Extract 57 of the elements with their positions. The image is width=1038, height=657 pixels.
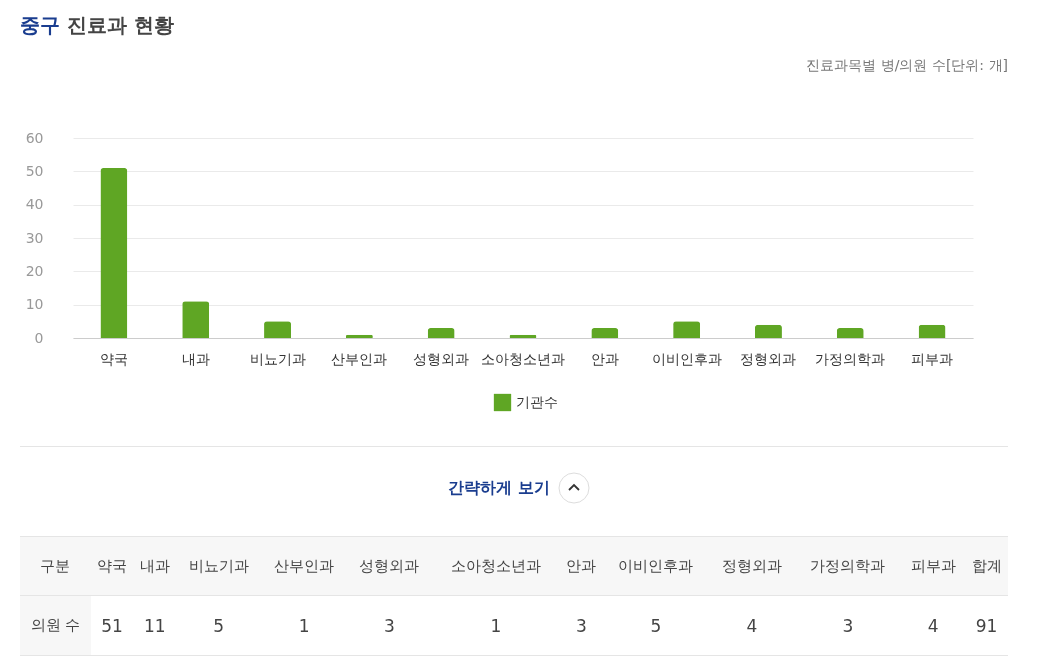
x-tick-label: 산부인과	[331, 350, 388, 367]
category-label: 안과	[560, 536, 603, 596]
chart-subtitle: 진료과목별 병/의원 수[단위: 개]	[806, 57, 1008, 75]
text: 1	[432, 595, 560, 656]
category-label: 정형외과	[709, 536, 795, 596]
x-tick-label: 정형외과	[740, 350, 797, 367]
category-label: 소아청소년과	[432, 536, 560, 596]
text: 51	[90, 595, 134, 656]
bar	[264, 321, 292, 338]
bar	[754, 324, 782, 338]
y-tick-label: 10	[25, 296, 44, 313]
x-tick-label: 안과	[590, 350, 619, 367]
legend-label: 기관수	[516, 393, 558, 410]
x-tick-label: 내과	[181, 350, 210, 367]
text: 구분	[20, 536, 91, 596]
text: 4	[709, 595, 795, 656]
y-tick-label: 0	[34, 329, 44, 346]
category-label: 비뇨기과	[176, 536, 262, 596]
x-tick-label: 이비인후과	[651, 350, 722, 367]
text: 3	[560, 595, 603, 656]
text: 5	[602, 595, 710, 656]
bar	[918, 324, 946, 338]
text: 4	[901, 595, 966, 656]
bar	[427, 328, 455, 338]
category-label: 성형외과	[346, 536, 433, 596]
y-tick-label: 50	[25, 162, 44, 179]
category-label: 이비인후과	[602, 536, 710, 596]
y-tick-label: 30	[25, 229, 44, 246]
category-label: 피부과	[901, 536, 966, 596]
y-tick-label: 40	[25, 196, 44, 213]
x-tick-label: 소아청소년과	[481, 350, 565, 367]
bar	[591, 328, 619, 338]
bar	[673, 321, 701, 338]
category-label: 산부인과	[261, 536, 347, 596]
text: 91	[965, 595, 1008, 656]
category-label: 내과	[133, 536, 177, 596]
bar	[100, 168, 128, 338]
text: 1	[261, 595, 347, 656]
text: 5	[176, 595, 262, 656]
text: 3	[346, 595, 433, 656]
text: 3	[794, 595, 902, 656]
x-tick-label: 피부과	[911, 350, 954, 367]
x-tick-label: 약국	[99, 350, 128, 367]
bar	[182, 301, 210, 338]
text: 합계	[965, 536, 1008, 596]
y-tick-label: 20	[25, 262, 44, 279]
x-tick-label: 비뇨기과	[249, 350, 306, 367]
text: 간략하게 보기	[448, 477, 550, 497]
category-label: 가정의학과	[794, 536, 902, 596]
bar	[836, 328, 864, 338]
text: 의원 수	[20, 595, 91, 656]
x-tick-label: 가정의학과	[815, 350, 886, 367]
chart-title: 중구 진료과 현황	[20, 12, 174, 39]
text: 11	[133, 595, 177, 656]
x-tick-label: 성형외과	[413, 350, 470, 367]
y-tick-label: 60	[25, 129, 44, 146]
category-label: 약국	[90, 536, 134, 596]
